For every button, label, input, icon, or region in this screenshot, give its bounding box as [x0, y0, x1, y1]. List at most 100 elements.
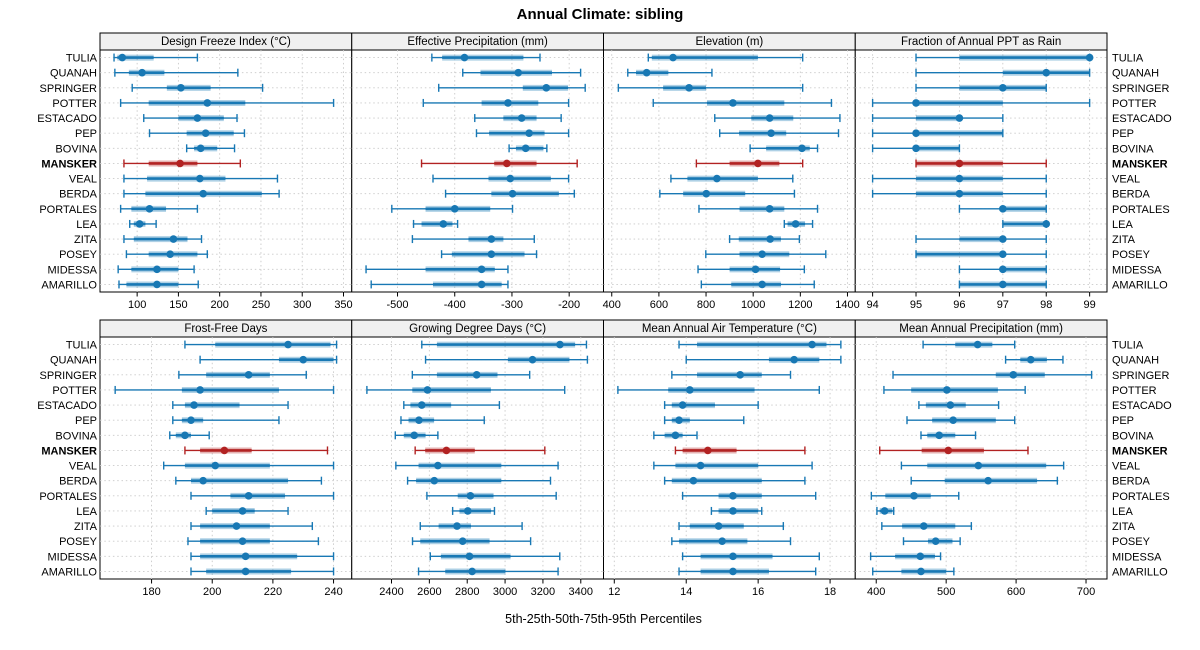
percentile-mark-quanah [199, 355, 338, 364]
median-dot [678, 401, 687, 409]
percentile-mark-springer [438, 83, 586, 92]
percentile-mark-bovina [508, 144, 548, 153]
percentile-mark-tulia [922, 340, 1016, 349]
median-dot [999, 280, 1007, 289]
axis-tick-label: 240 [324, 586, 342, 598]
station-label-right: QUANAH [1112, 68, 1159, 80]
station-label-right: BOVINA [1112, 430, 1154, 442]
percentile-mark-estacado [143, 114, 238, 123]
percentile-mark-mansker [420, 159, 578, 168]
percentile-mark-midessa [869, 552, 942, 561]
percentile-mark-bovina [169, 431, 210, 440]
median-dot [166, 250, 174, 258]
percentile-mark-posey [125, 250, 209, 259]
station-label-left: PEP [75, 415, 97, 427]
percentile-mark-pep [871, 129, 1004, 138]
median-dot [410, 431, 419, 440]
station-label-left: TULIA [66, 53, 98, 65]
median-dot [238, 537, 247, 545]
median-dot [766, 235, 774, 243]
axis-tick-label: 600 [650, 299, 668, 311]
percentile-mark-portales [119, 204, 199, 213]
axis-tick-label: 99 [1084, 299, 1096, 311]
median-dot [931, 537, 940, 545]
station-label-right: ESTACADO [1112, 113, 1172, 125]
station-label-right: BOVINA [1112, 143, 1154, 155]
percentile-mark-lea [451, 506, 496, 515]
station-label-left: MIDESSA [47, 551, 97, 563]
station-label-left: BOVINA [55, 143, 97, 155]
median-dot [220, 446, 229, 455]
axis-tick-label: -200 [558, 299, 580, 311]
median-dot [487, 235, 496, 243]
percentile-mark-veal [900, 461, 1065, 470]
median-dot [790, 355, 798, 364]
percentile-mark-berda [659, 189, 796, 198]
percentile-mark-springer [411, 370, 531, 379]
percentile-mark-mansker [915, 159, 1047, 168]
station-label-left: MANSKER [41, 445, 97, 457]
percentile-mark-veal [432, 174, 570, 183]
axis-tick-label: 97 [997, 299, 1009, 311]
station-label-right: ZITA [1112, 521, 1136, 533]
percentile-mark-amarillo [872, 567, 955, 576]
percentile-mark-tulia [421, 340, 588, 349]
station-label-right: BERDA [1112, 476, 1151, 488]
median-dot [758, 250, 766, 258]
station-label-right: POTTER [1112, 98, 1157, 110]
median-dot [503, 159, 511, 168]
percentile-mark-potter [617, 385, 820, 394]
percentile-mark-berda [444, 189, 576, 198]
median-dot [912, 144, 920, 153]
axis-tick-label: -500 [387, 299, 409, 311]
median-dot [955, 174, 964, 183]
percentile-mark-midessa [697, 265, 806, 274]
percentile-mark-lea [205, 506, 289, 515]
median-dot [912, 99, 920, 107]
median-dot [765, 114, 774, 122]
axis-tick-label: 500 [937, 586, 955, 598]
axis-tick-label: 16 [752, 586, 764, 598]
median-dot [417, 401, 426, 409]
percentile-mark-bovina [185, 144, 236, 153]
axis-tick-label: 1200 [788, 299, 812, 311]
panel-mean-annual-precipitation-mm: Mean Annual Precipitation (mm) 400 500 600 7… [854, 319, 1108, 598]
median-dot [199, 476, 207, 485]
strip-title: Design Freeze Index (°C) [161, 36, 291, 48]
percentile-mark-midessa [190, 552, 335, 561]
station-label-right: MIDESSA [1112, 551, 1162, 563]
median-dot [729, 567, 737, 576]
median-dot [190, 401, 198, 409]
panel-growing-degree-days-c: Growing Degree Days (°C) 2400 2600 2800 3000… [351, 319, 604, 598]
percentile-mark-mansker [674, 446, 806, 455]
percentile-mark-pep [475, 129, 570, 138]
median-dot [504, 99, 512, 107]
station-label-left: QUANAH [50, 68, 97, 80]
percentile-mark-pep [663, 416, 745, 425]
median-dot [946, 401, 955, 409]
percentile-mark-midessa [958, 265, 1047, 274]
median-dot [299, 355, 308, 364]
percentile-mark-quanah [627, 68, 713, 77]
median-dot [528, 355, 537, 364]
median-dot [463, 507, 472, 515]
median-dot [244, 371, 253, 379]
station-label-right: MANSKER [1112, 445, 1168, 457]
percentile-mark-lea [129, 219, 157, 228]
percentile-mark-bovina [871, 144, 961, 153]
median-dot [506, 174, 515, 183]
station-label-left: AMARILLO [41, 566, 97, 578]
median-dot [754, 159, 762, 168]
axis-tick-label: -400 [444, 299, 466, 311]
percentile-mark-zita [411, 235, 535, 244]
axis-tick-label: 350 [334, 299, 352, 311]
percentile-mark-berda [663, 476, 806, 485]
median-dot [917, 567, 925, 576]
axis-tick-label: 1400 [835, 299, 859, 311]
axis-tick-label: 98 [1040, 299, 1052, 311]
median-dot [686, 386, 694, 394]
percentile-mark-tulia [113, 53, 199, 62]
percentile-mark-potter [119, 98, 335, 107]
median-dot [1009, 371, 1018, 379]
percentile-mark-springer [617, 83, 804, 92]
